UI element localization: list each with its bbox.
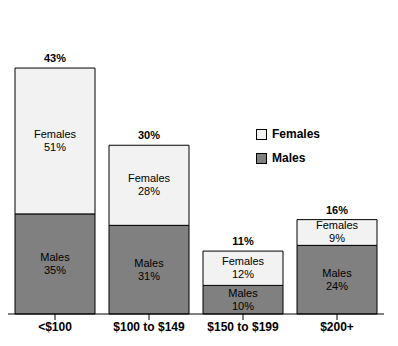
svg-text:$200+: $200+: [320, 320, 354, 334]
html-text:Males: Males: [272, 151, 306, 165]
svg-text:Males31%: Males31%: [134, 257, 164, 282]
svg-text:11%: 11%: [232, 235, 254, 247]
svg-text:$100 to $149: $100 to $149: [113, 320, 185, 334]
svg-text:$150 to $199: $150 to $199: [207, 320, 279, 334]
svg-text:<$100: <$100: [38, 320, 72, 334]
html-text:Females: Females: [272, 127, 320, 141]
svg-text:43%: 43%: [44, 52, 66, 64]
svg-text:30%: 30%: [138, 129, 160, 141]
svg-text:16%: 16%: [326, 204, 348, 216]
svg-text:Females12%: Females12%: [222, 255, 265, 280]
svg-text:Males10%: Males10%: [228, 287, 258, 312]
svg-text:Males35%: Males35%: [40, 251, 70, 276]
svg-text:Females28%: Females28%: [128, 172, 171, 197]
svg-text:Females51%: Females51%: [34, 128, 77, 153]
svg-text:Males24%: Males24%: [322, 267, 352, 292]
svg-text:Females9%: Females9%: [316, 219, 359, 244]
